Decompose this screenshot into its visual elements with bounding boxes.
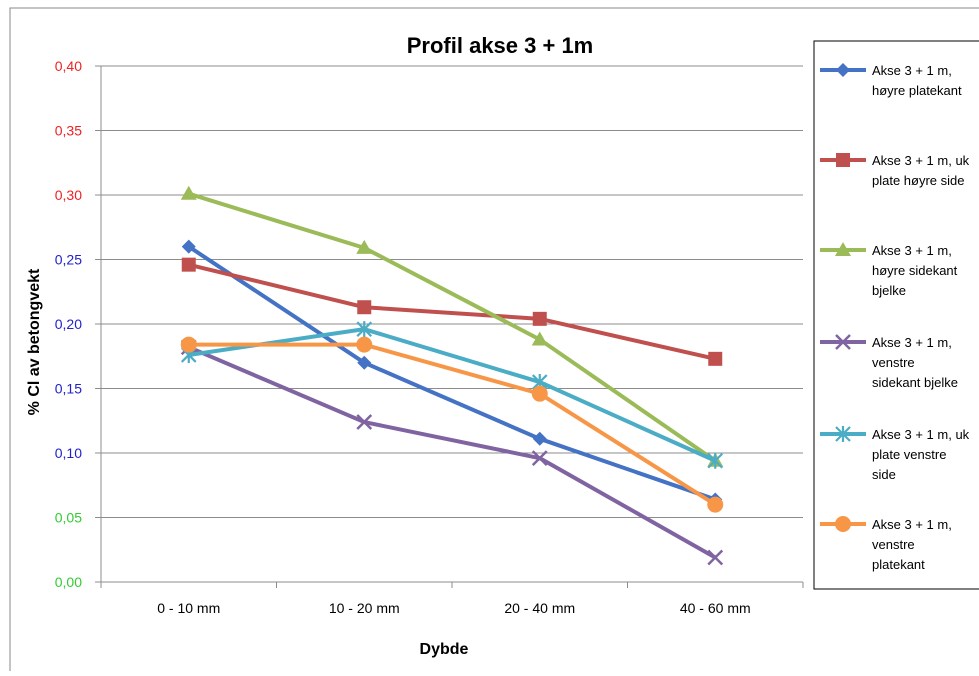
y-tick-label: 0,00 <box>55 574 82 590</box>
legend-label: Akse 3 + 1 m, <box>872 335 952 350</box>
legend-label: plate høyre side <box>872 173 965 188</box>
data-point <box>531 331 548 346</box>
y-tick-label: 0,30 <box>55 187 82 203</box>
data-point <box>180 336 197 353</box>
legend-marker <box>835 242 851 256</box>
data-point <box>707 549 724 566</box>
data-point <box>357 300 372 315</box>
data-point <box>357 355 372 370</box>
x-tick-label: 40 - 60 mm <box>680 600 751 616</box>
legend-label: platekant <box>872 557 925 572</box>
y-tick-label: 0,10 <box>55 445 82 461</box>
y-tick-label: 0,15 <box>55 381 82 397</box>
legend-label: bjelke <box>872 283 906 298</box>
y-tick-label: 0,40 <box>55 58 82 74</box>
x-axis-title: Dybde <box>420 641 469 658</box>
series-line <box>188 327 717 463</box>
series-6 <box>180 336 724 513</box>
x-tick-label: 0 - 10 mm <box>157 600 220 616</box>
legend-label: Akse 3 + 1 m, <box>872 243 952 258</box>
legend-label: Akse 3 + 1 m, <box>872 63 952 78</box>
legend-label: sidekant bjelke <box>872 375 958 390</box>
series-line <box>187 244 716 502</box>
y-axis-title: % Cl av betongvekt <box>26 268 43 415</box>
data-point <box>532 311 547 326</box>
legend-entry: Akse 3 + 1 m, uk plate høyre side <box>820 153 970 188</box>
series-line <box>188 342 717 507</box>
legend-label: Akse 3 + 1 m, <box>872 517 952 532</box>
legend-label: side <box>872 467 896 482</box>
data-point <box>180 185 197 200</box>
series-line <box>188 262 716 361</box>
data-point <box>531 450 548 467</box>
legend-label: Akse 3 + 1 m, uk <box>872 153 970 168</box>
data-point <box>531 385 548 402</box>
data-point <box>356 321 373 338</box>
legend-box <box>813 40 979 590</box>
data-point <box>181 239 196 254</box>
legend-entry: Akse 3 + 1 m, uk plate venstre side <box>820 426 970 482</box>
series-5 <box>180 321 724 469</box>
data-point <box>356 239 373 254</box>
data-point <box>181 257 196 272</box>
y-tick-label: 0,20 <box>55 316 82 332</box>
legend-label: høyre sidekant <box>872 263 958 278</box>
chart-title: Profil akse 3 + 1m <box>407 33 594 58</box>
x-tick-label: 20 - 40 mm <box>504 600 575 616</box>
legend-entry: Akse 3 + 1 m, venstre sidekant bjelke <box>820 334 958 390</box>
legend-entry: Akse 3 + 1 m, venstre platekant <box>820 516 952 572</box>
y-tick-label: 0,25 <box>55 252 82 268</box>
data-point <box>356 336 373 353</box>
legend-label: venstre <box>872 355 915 370</box>
data-point <box>707 496 724 513</box>
y-tick-label: 0,05 <box>55 510 82 526</box>
legend-marker <box>835 516 851 532</box>
legend-label: høyre platekant <box>872 83 962 98</box>
series-line <box>187 345 717 560</box>
legend-label: Akse 3 + 1 m, uk <box>872 427 970 442</box>
series-line <box>188 191 717 463</box>
data-point <box>708 351 723 366</box>
series-2 <box>181 257 723 366</box>
legend-entry: Akse 3 + 1 m, høyre platekant <box>820 63 962 98</box>
legend-entry: Akse 3 + 1 m, høyre sidekant bjelke <box>820 242 958 298</box>
plot-series <box>180 185 724 566</box>
legend-marker <box>835 334 851 350</box>
legend-label: venstre <box>872 537 915 552</box>
data-point <box>532 431 547 446</box>
y-tick-label: 0,35 <box>55 123 82 139</box>
x-tick-label: 10 - 20 mm <box>329 600 400 616</box>
legend-marker <box>835 426 851 442</box>
data-point <box>356 414 373 430</box>
legend-marker <box>836 153 850 167</box>
data-point <box>707 452 724 469</box>
axes: 0,00 0,05 0,10 0,15 0,20 0,25 0,30 0,35 0,40 0 - … <box>55 58 804 616</box>
legend-marker <box>836 63 850 77</box>
legend-label: plate venstre <box>872 447 946 462</box>
